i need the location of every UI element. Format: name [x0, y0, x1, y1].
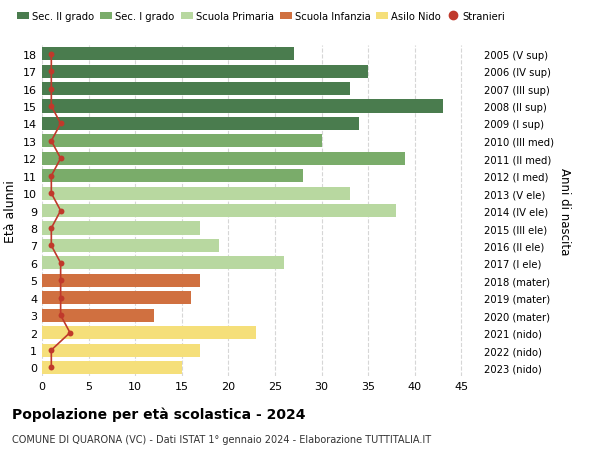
Point	[56, 121, 65, 128]
Point	[56, 277, 65, 285]
Y-axis label: Età alunni: Età alunni	[4, 180, 17, 242]
Point	[56, 207, 65, 215]
Bar	[42, 326, 256, 339]
Bar	[42, 48, 293, 61]
Bar	[42, 118, 359, 131]
Point	[47, 173, 56, 180]
Bar	[42, 100, 443, 113]
Point	[47, 242, 56, 250]
Point	[56, 155, 65, 162]
Point	[47, 86, 56, 93]
Bar	[42, 291, 191, 305]
Bar	[42, 135, 322, 148]
Point	[65, 329, 75, 336]
Bar	[42, 240, 219, 252]
Point	[47, 347, 56, 354]
Bar	[42, 205, 396, 218]
Bar	[42, 66, 368, 78]
Text: Popolazione per età scolastica - 2024: Popolazione per età scolastica - 2024	[12, 406, 305, 421]
Point	[56, 312, 65, 319]
Point	[47, 364, 56, 371]
Point	[56, 294, 65, 302]
Bar	[42, 309, 154, 322]
Bar	[42, 222, 200, 235]
Point	[47, 138, 56, 145]
Bar	[42, 361, 182, 374]
Legend: Sec. II grado, Sec. I grado, Scuola Primaria, Scuola Infanzia, Asilo Nido, Stran: Sec. II grado, Sec. I grado, Scuola Prim…	[13, 8, 509, 26]
Point	[47, 103, 56, 111]
Point	[47, 190, 56, 197]
Point	[47, 68, 56, 76]
Point	[56, 260, 65, 267]
Point	[47, 51, 56, 58]
Bar	[42, 257, 284, 270]
Bar	[42, 152, 406, 166]
Text: COMUNE DI QUARONA (VC) - Dati ISTAT 1° gennaio 2024 - Elaborazione TUTTITALIA.IT: COMUNE DI QUARONA (VC) - Dati ISTAT 1° g…	[12, 434, 431, 444]
Bar	[42, 83, 350, 96]
Point	[47, 225, 56, 232]
Bar	[42, 187, 350, 200]
Bar	[42, 344, 200, 357]
Y-axis label: Anni di nascita: Anni di nascita	[558, 168, 571, 255]
Bar	[42, 274, 200, 287]
Bar	[42, 170, 303, 183]
